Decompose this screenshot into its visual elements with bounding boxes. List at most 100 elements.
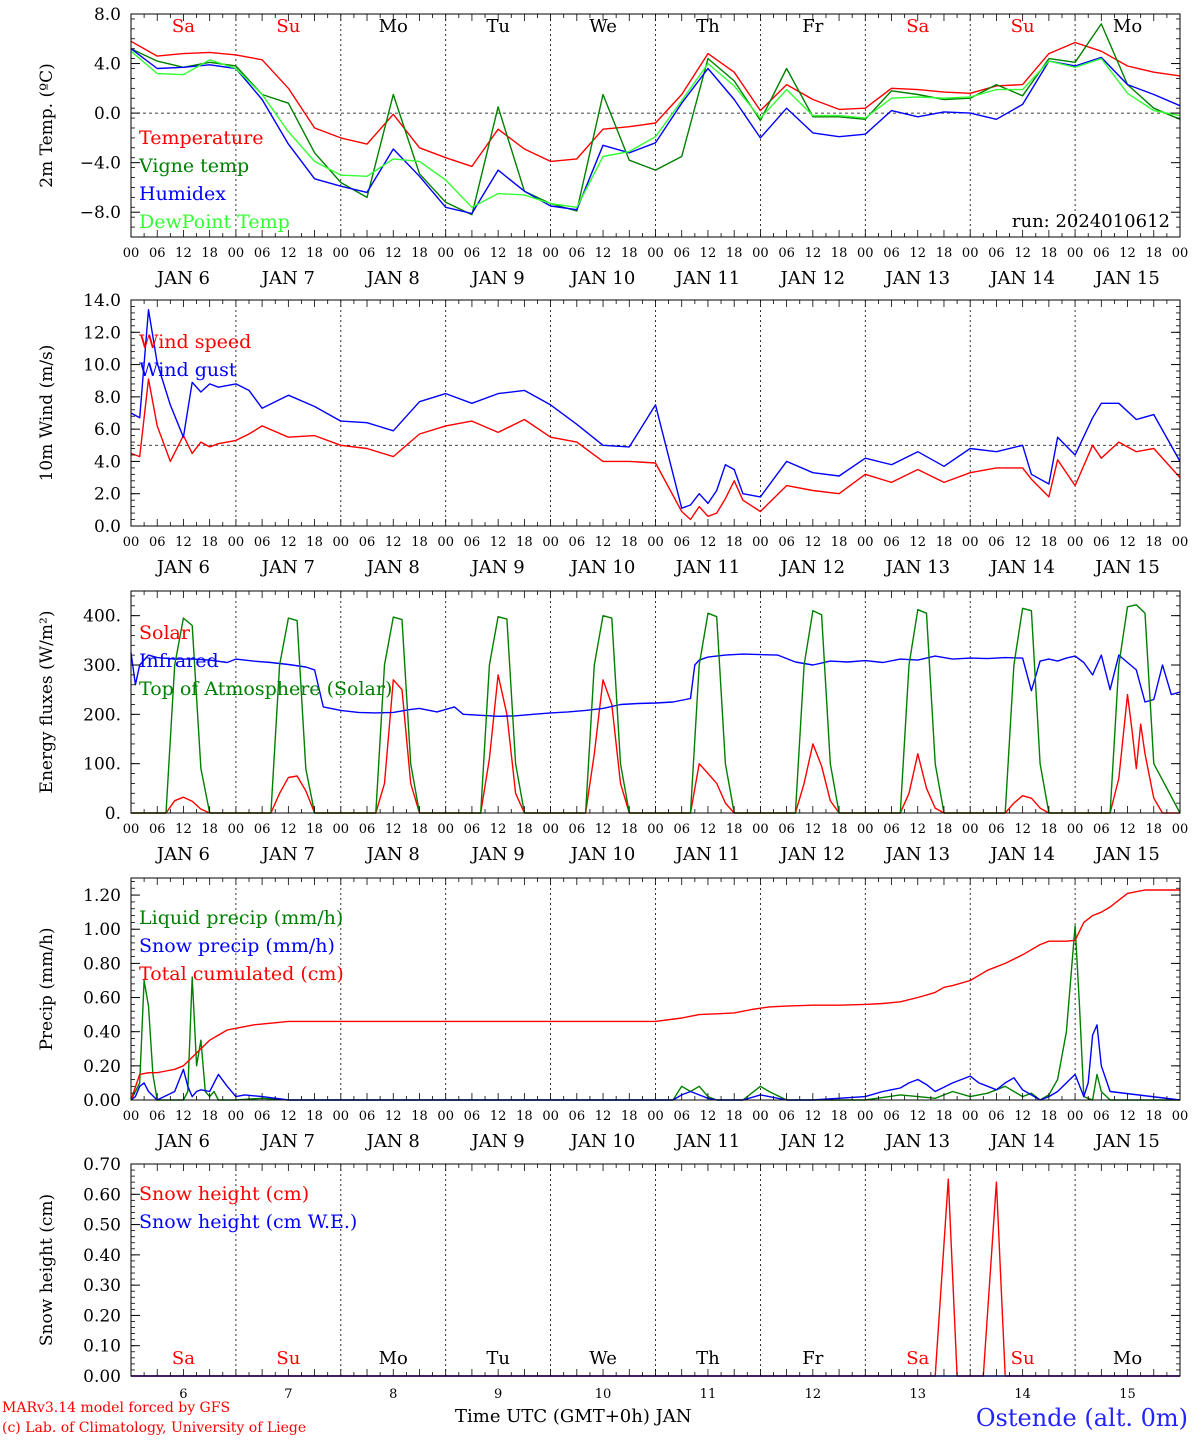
date-label: JAN 6 bbox=[155, 557, 210, 578]
hour-tick-label: 06 bbox=[778, 535, 795, 550]
y-tick-label: 0.60 bbox=[83, 989, 121, 1009]
hour-tick-label: 12 bbox=[700, 246, 717, 261]
date-label: JAN 9 bbox=[470, 1131, 525, 1152]
hour-tick-label: 12 bbox=[595, 246, 612, 261]
y-tick-label: 200. bbox=[83, 705, 121, 725]
series-line-wind-gust bbox=[130, 309, 1181, 509]
weekday-label: Su bbox=[1011, 16, 1035, 37]
hour-tick-label: 00 bbox=[228, 1109, 245, 1124]
hour-tick-label: 06 bbox=[254, 822, 271, 837]
hour-tick-label: 12 bbox=[385, 246, 402, 261]
hour-tick-label: 06 bbox=[988, 246, 1005, 261]
hour-tick-label: 12 bbox=[805, 535, 822, 550]
y-axis-title: Snow height (cm) bbox=[37, 1194, 57, 1346]
hour-tick-label: 06 bbox=[1093, 246, 1110, 261]
hour-tick-label: 06 bbox=[359, 1109, 376, 1124]
hour-tick-label: 00 bbox=[647, 535, 664, 550]
hour-tick-label: 18 bbox=[1041, 1109, 1058, 1124]
y-tick-label: 300. bbox=[83, 656, 121, 676]
hour-tick-label: 00 bbox=[437, 822, 454, 837]
legend-entry: Total cumulated (cm) bbox=[139, 963, 344, 985]
hour-tick-label: 06 bbox=[254, 1109, 271, 1124]
date-label: JAN 10 bbox=[569, 557, 636, 578]
hour-tick-label: 06 bbox=[254, 535, 271, 550]
hour-tick-label: 18 bbox=[936, 1109, 953, 1124]
y-tick-label: 1.00 bbox=[83, 920, 121, 940]
hour-tick-label: 06 bbox=[569, 822, 586, 837]
y-axis-title: Energy fluxes (W/m²) bbox=[37, 611, 57, 794]
series-line-solar bbox=[131, 674, 1180, 814]
hour-tick-label: 12 bbox=[175, 246, 192, 261]
legend-entry: Temperature bbox=[139, 127, 263, 149]
hour-tick-label: 06 bbox=[778, 246, 795, 261]
date-label: JAN 7 bbox=[260, 268, 315, 289]
hour-tick-label: 18 bbox=[831, 1109, 848, 1124]
date-label: JAN 12 bbox=[779, 1131, 846, 1152]
y-tick-label: 10.0 bbox=[83, 356, 121, 376]
hour-tick-label: 00 bbox=[857, 1109, 874, 1124]
bottom-weekday-label: Sa bbox=[172, 1348, 195, 1369]
hour-tick-label: 18 bbox=[201, 535, 218, 550]
hour-tick-label: 12 bbox=[909, 1109, 926, 1124]
hour-tick-label: 18 bbox=[831, 535, 848, 550]
hour-tick-label: 00 bbox=[333, 822, 350, 837]
hour-tick-label: 18 bbox=[516, 246, 533, 261]
y-tick-label: 1.20 bbox=[83, 886, 121, 906]
date-label: JAN 9 bbox=[470, 268, 525, 289]
date-label: JAN 12 bbox=[779, 268, 846, 289]
hour-tick-label: 06 bbox=[988, 1109, 1005, 1124]
date-label: JAN 6 bbox=[155, 268, 210, 289]
series-line-snow-height-cm- bbox=[131, 1178, 1180, 1377]
date-label: JAN 12 bbox=[779, 844, 846, 865]
hour-tick-label: 06 bbox=[149, 1109, 166, 1124]
hour-tick-label: 18 bbox=[726, 535, 743, 550]
hour-tick-label: 06 bbox=[254, 246, 271, 261]
date-label: JAN 7 bbox=[260, 844, 315, 865]
legend-entry: Humidex bbox=[139, 183, 226, 205]
hour-tick-label: 12 bbox=[700, 1109, 717, 1124]
hour-tick-label: 18 bbox=[1146, 535, 1163, 550]
date-label: JAN 11 bbox=[674, 844, 741, 865]
weekday-label: Sa bbox=[172, 16, 195, 37]
date-label: JAN 8 bbox=[365, 268, 420, 289]
y-tick-label: 100. bbox=[83, 755, 121, 775]
hour-tick-label: 18 bbox=[306, 1109, 323, 1124]
date-label: JAN 11 bbox=[674, 557, 741, 578]
hour-tick-label: 00 bbox=[1172, 1109, 1189, 1124]
hour-tick-label: 12 bbox=[700, 535, 717, 550]
hour-tick-label: 06 bbox=[359, 246, 376, 261]
date-label: JAN 8 bbox=[365, 1131, 420, 1152]
hour-tick-label: 18 bbox=[411, 822, 428, 837]
hour-tick-label: 18 bbox=[201, 246, 218, 261]
hour-tick-label: 18 bbox=[306, 822, 323, 837]
day-number-label: 11 bbox=[700, 1387, 717, 1400]
y-tick-label: 2.0 bbox=[94, 485, 121, 505]
hour-tick-label: 18 bbox=[726, 246, 743, 261]
bottom-weekday-label: Su bbox=[1011, 1348, 1035, 1369]
hour-tick-label: 12 bbox=[1014, 822, 1031, 837]
day-number-label: 12 bbox=[805, 1387, 822, 1400]
day-number-label: 13 bbox=[909, 1387, 926, 1400]
y-tick-label: 0.10 bbox=[83, 1337, 121, 1357]
hour-tick-label: 06 bbox=[569, 535, 586, 550]
hour-tick-label: 00 bbox=[228, 822, 245, 837]
y-tick-label: −4.0 bbox=[80, 154, 121, 174]
hour-tick-label: 00 bbox=[857, 822, 874, 837]
y-tick-label: 0.50 bbox=[83, 1216, 121, 1236]
hour-tick-label: 00 bbox=[123, 535, 140, 550]
hour-tick-label: 06 bbox=[359, 535, 376, 550]
hour-tick-label: 06 bbox=[988, 822, 1005, 837]
hour-tick-label: 06 bbox=[673, 822, 690, 837]
date-label: JAN 13 bbox=[883, 557, 950, 578]
hour-tick-label: 18 bbox=[306, 246, 323, 261]
hour-tick-label: 00 bbox=[228, 246, 245, 261]
hour-tick-label: 00 bbox=[1172, 246, 1189, 261]
hour-tick-label: 00 bbox=[647, 822, 664, 837]
series-line-total-cumulated-cm- bbox=[130, 889, 1180, 1101]
series-line-temperature bbox=[130, 40, 1181, 168]
hour-tick-label: 18 bbox=[1041, 822, 1058, 837]
hour-tick-label: 12 bbox=[175, 535, 192, 550]
hour-tick-label: 00 bbox=[437, 535, 454, 550]
bottom-weekday-label: Sa bbox=[906, 1348, 929, 1369]
